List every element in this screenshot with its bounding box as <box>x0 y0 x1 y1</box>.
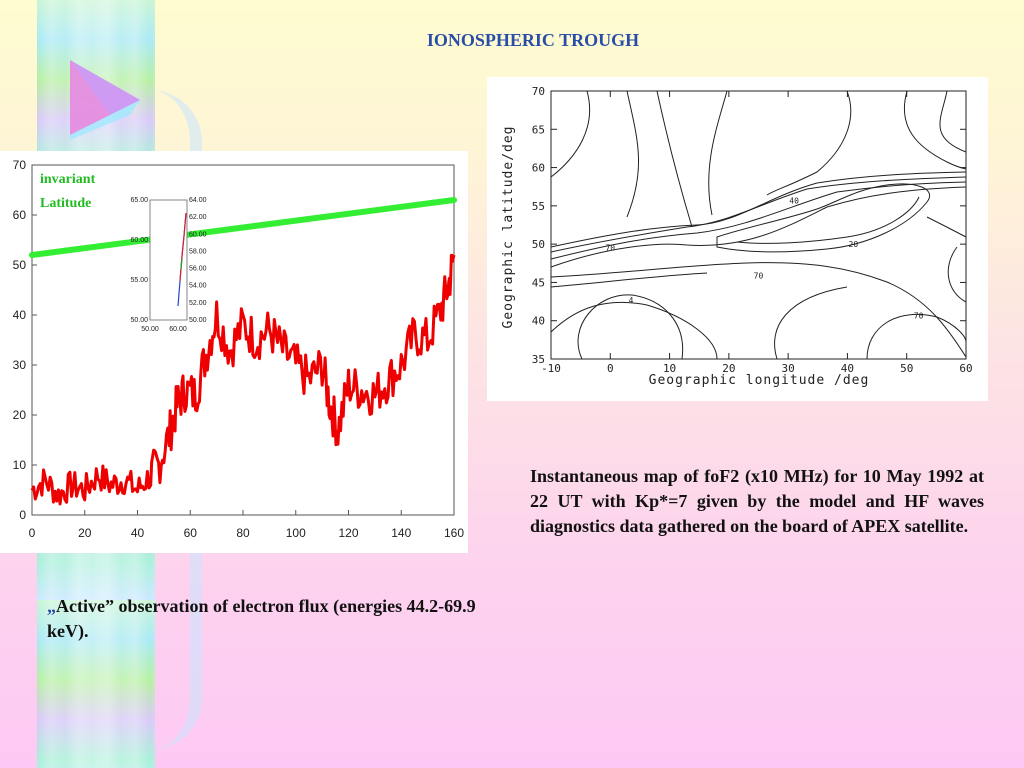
contour-value-label: 70 <box>754 272 764 281</box>
x-tick-label: 0 <box>29 526 36 540</box>
flux-plot-frame <box>31 164 455 516</box>
contour-x-tick-label: 60 <box>959 362 972 375</box>
x-tick-label: 40 <box>131 526 145 540</box>
x-tick-label: 160 <box>444 526 464 540</box>
x-tick-label: 120 <box>338 526 358 540</box>
contour-map-caption: Instantaneous map of foF2 (x10 MHz) for … <box>530 466 984 536</box>
slide-title: IONOSPHERIC TROUGH <box>426 30 640 50</box>
inset-spectrum-line-mid <box>180 258 183 270</box>
inset-y-right-tick: 54.00 <box>189 283 207 290</box>
inset-x-tick: 60.00 <box>169 326 187 333</box>
contour-x-tick-label: 0 <box>607 362 614 375</box>
contour-value-label: 40 <box>789 197 799 206</box>
invariant-label: invariant <box>40 172 96 187</box>
y-tick-label: 50 <box>13 258 27 272</box>
y-tick-label: 70 <box>13 158 27 172</box>
invariant-latitude-line <box>29 197 457 258</box>
inset-y-right-tick: 64.00 <box>189 197 207 204</box>
inset-y-right-tick: 52.00 <box>189 300 207 307</box>
contour-value-label: 4 <box>629 296 634 305</box>
contour-x-tick-label: 20 <box>722 362 735 375</box>
x-tick-label: 80 <box>236 526 250 540</box>
contour-x-tick-label: -10 <box>541 362 561 375</box>
contour-y-axis-label: Geographic latitude/deg <box>501 125 516 328</box>
x-tick-label: 20 <box>78 526 92 540</box>
contour-value-label: 20 <box>849 240 859 249</box>
inset-x-tick: 50.00 <box>141 326 159 333</box>
inset-frame <box>149 199 188 321</box>
flux-chart: 0 10 20 30 40 50 60 70 0 20 40 60 80 100 120 140 160 in… <box>13 158 465 540</box>
contour-y-tick-label: 65 <box>532 123 545 136</box>
flux-chart-caption: „Active” observation of electron flux (e… <box>47 594 517 644</box>
contour-map-panel: 35 40 45 50 55 60 65 70 -10 0 10 20 30 40 50 60 7 <box>487 77 988 401</box>
electron-flux-line <box>30 253 456 506</box>
inset-y-right-tick: 62.00 <box>189 214 207 221</box>
contour-y-tick-label: 50 <box>532 238 545 251</box>
latitude-label: Latitude <box>40 196 91 211</box>
inset-y-right-tick: 60.00 <box>189 231 207 238</box>
y-tick-label: 40 <box>13 308 27 322</box>
decorative-triangle <box>70 60 140 140</box>
flux-caption-text: Active” observation of electron flux (en… <box>47 596 476 641</box>
inset-y-left-tick: 60.00 <box>130 237 148 244</box>
y-tick-label: 60 <box>13 208 27 222</box>
inset-y-right-tick: 50.00 <box>189 317 207 324</box>
contour-x-tick-label: 10 <box>663 362 676 375</box>
contour-x-tick-label: 30 <box>782 362 795 375</box>
contour-y-tick-label: 70 <box>532 85 545 98</box>
y-tick-label: 10 <box>13 458 27 472</box>
contour-x-tick-label: 40 <box>841 362 854 375</box>
contour-y-tick-label: 35 <box>532 353 545 366</box>
y-tick-label: 20 <box>13 408 27 422</box>
x-tick-label: 140 <box>391 526 411 540</box>
inset-y-right-tick: 58.00 <box>189 248 207 255</box>
inset-y-left-tick: 50.00 <box>130 317 148 324</box>
inset-chart: 50.00 55.00 60.00 65.00 50.00 52.00 54.00 56.0… <box>130 197 206 333</box>
opening-quote: „ <box>47 596 56 616</box>
contour-y-tick-label: 45 <box>532 276 545 289</box>
y-tick-label: 30 <box>13 358 27 372</box>
flux-chart-panel: 0 10 20 30 40 50 60 70 0 20 40 60 80 100 120 140 160 in… <box>0 151 468 553</box>
contour-lines <box>550 90 967 360</box>
contour-x-axis-label: Geographic longitude /deg <box>649 373 870 388</box>
x-tick-label: 60 <box>184 526 198 540</box>
inset-y-right-tick: 56.00 <box>189 266 207 273</box>
contour-y-tick-label: 55 <box>532 200 545 213</box>
contour-y-tick-label: 60 <box>532 162 545 175</box>
y-tick-label: 0 <box>19 508 26 522</box>
contour-y-tick-label: 40 <box>532 315 545 328</box>
x-tick-label: 100 <box>286 526 306 540</box>
contour-x-tick-label: 50 <box>900 362 913 375</box>
contour-value-label: 70 <box>605 243 615 252</box>
contour-value-label: 70 <box>914 311 924 320</box>
inset-y-left-tick: 55.00 <box>130 277 148 284</box>
inset-y-left-tick: 65.00 <box>130 197 148 204</box>
